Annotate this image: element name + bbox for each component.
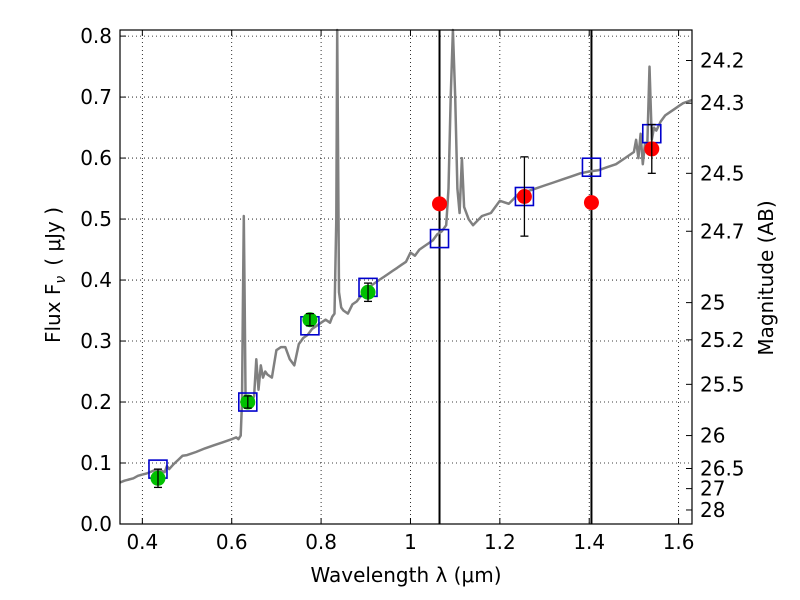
- x-axis-label: Wavelength λ (μm): [310, 563, 501, 587]
- right-tick-label: 25.2: [700, 328, 745, 352]
- right-tick-label: 25.5: [700, 372, 745, 396]
- y-label-sub: ν: [53, 276, 69, 284]
- y-tick-label: 0.1: [80, 451, 112, 475]
- nir-data-point: [583, 195, 599, 211]
- x-tick-label: 1.6: [663, 530, 695, 554]
- y-tick-label: 0.0: [80, 512, 112, 536]
- y-tick-label: 0.2: [80, 390, 112, 414]
- right-tick-label: 25: [700, 291, 725, 315]
- right-tick-label: 24.5: [700, 161, 745, 185]
- right-tick-label: 26: [700, 424, 725, 448]
- x-tick-label: 0.4: [126, 530, 158, 554]
- y-tick-label: 0.4: [80, 268, 112, 292]
- right-tick-label: 24.7: [700, 219, 745, 243]
- grid: [120, 30, 692, 525]
- y-axis-label-right: Magnitude (AB): [754, 200, 778, 355]
- right-tick-label: 26.5: [700, 457, 745, 481]
- right-tick-label: 24.3: [700, 91, 745, 115]
- y-axis-label-left: Flux Fν ( μJy ): [41, 207, 69, 343]
- y-label-unit: ( μJy ): [41, 207, 65, 266]
- x-tick-label: 0.6: [216, 530, 248, 554]
- x-tick-label: 1.2: [484, 530, 516, 554]
- y-tick-label: 0.6: [80, 146, 112, 170]
- vertical-lines: [438, 30, 593, 524]
- y-tick-label: 0.5: [80, 207, 112, 231]
- error-bars: [153, 123, 656, 489]
- observed-photometry-points: [150, 141, 660, 486]
- x-tick-label: 0.8: [305, 530, 337, 554]
- model-spectrum: [119, 28, 693, 484]
- svg-text:Flux Fν( μJy ): Flux Fν ( μJy ): [41, 207, 69, 343]
- x-tick-label: 1: [404, 530, 417, 554]
- nir-data-point: [432, 196, 448, 212]
- y-label-flux: Flux F: [41, 284, 65, 343]
- right-tick-label: 24.2: [700, 48, 745, 72]
- x-axis-ticks: 0.4 0.6 0.8 1 1.2 1.4 1.6: [126, 30, 695, 554]
- model-band-square: [238, 392, 258, 412]
- right-tick-label: 27: [700, 477, 725, 501]
- x-tick-label: 1.4: [573, 530, 605, 554]
- model-photometry-squares: [148, 123, 662, 479]
- y-tick-label: 0.7: [80, 85, 112, 109]
- y-tick-label: 0.3: [80, 329, 112, 353]
- y-axis-ticks: 0.0 0.1 0.2 0.3 0.4 0.5 0.6 0.7 0.8: [80, 24, 126, 536]
- right-tick-label: 28: [700, 498, 725, 522]
- model-band-square: [581, 157, 602, 178]
- plot-frame: [119, 29, 693, 525]
- model-band-square: [429, 228, 450, 249]
- y-tick-label: 0.8: [80, 24, 112, 48]
- spectrum-line: [119, 28, 693, 484]
